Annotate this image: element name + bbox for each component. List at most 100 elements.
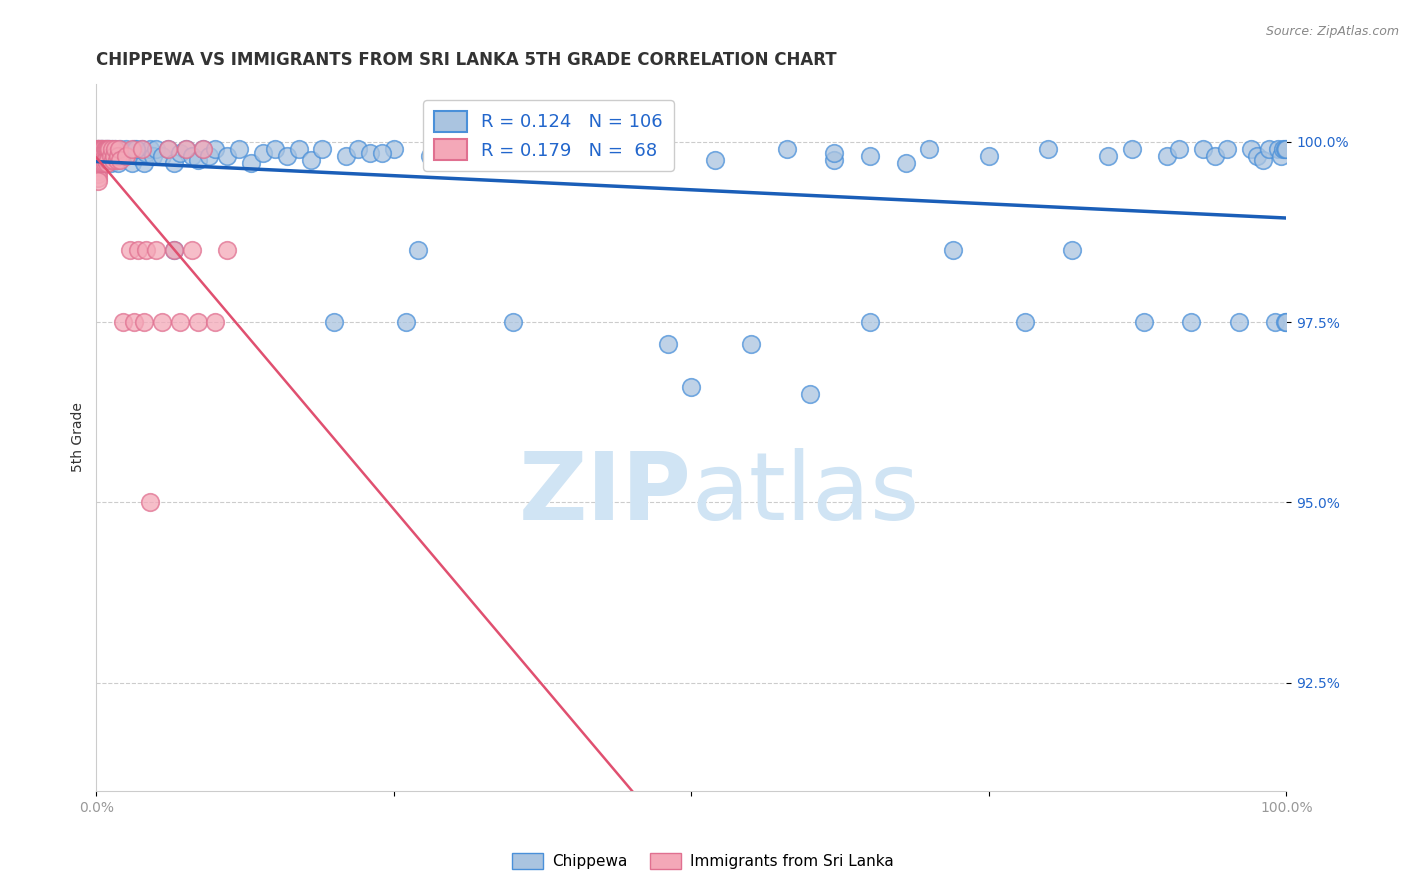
Point [561,149,583,163]
Point [98,142,121,156]
Point [86,156,108,170]
Point [323,315,346,329]
Point [86,142,108,156]
Point [89,145,111,160]
Point [823,145,845,160]
Point [228,142,250,156]
Point [86,163,108,178]
Point [174,142,197,156]
Point [139,495,162,509]
Point [139,142,162,156]
Point [1192,142,1215,156]
Point [156,142,179,156]
Point [198,149,221,163]
Point [89,156,111,170]
Point [135,243,157,257]
Point [799,387,821,401]
Point [704,153,727,167]
Point [859,149,882,163]
Point [115,142,138,156]
Point [91,149,114,163]
Point [347,142,370,156]
Point [1204,149,1226,163]
Point [101,153,124,167]
Point [1257,142,1279,156]
Point [163,243,186,257]
Point [335,149,357,163]
Point [96,142,118,156]
Point [86,153,108,167]
Point [180,243,202,257]
Point [276,149,298,163]
Point [90,142,112,156]
Point [145,142,167,156]
Point [240,156,263,170]
Point [1062,243,1084,257]
Point [87,153,110,167]
Point [217,149,239,163]
Point [502,315,524,329]
Point [299,153,322,167]
Point [1251,153,1274,167]
Point [90,142,112,156]
Point [1227,315,1250,329]
Point [97,153,120,167]
Point [657,336,679,351]
Point [91,142,114,156]
Point [180,149,202,163]
Point [156,142,179,156]
Point [94,142,117,156]
Point [91,142,114,156]
Point [108,142,131,156]
Point [103,149,125,163]
Point [94,156,117,170]
Y-axis label: 5th Grade: 5th Grade [72,402,86,473]
Point [1271,142,1294,156]
Point [382,142,405,156]
Point [287,142,309,156]
Point [977,149,1000,163]
Point [537,142,560,156]
Point [100,149,122,163]
Point [93,142,115,156]
Point [124,315,146,329]
Point [406,243,429,257]
Point [89,145,111,160]
Legend: R = 0.124   N = 106, R = 0.179   N =  68: R = 0.124 N = 106, R = 0.179 N = 68 [423,100,673,170]
Point [163,156,186,170]
Legend: Chippewa, Immigrants from Sri Lanka: Chippewa, Immigrants from Sri Lanka [506,847,900,875]
Point [93,156,115,170]
Point [132,156,155,170]
Point [311,142,333,156]
Point [86,142,108,156]
Point [1180,315,1202,329]
Point [107,156,129,170]
Point [204,142,226,156]
Point [86,170,108,185]
Point [823,153,845,167]
Text: CHIPPEWA VS IMMIGRANTS FROM SRI LANKA 5TH GRADE CORRELATION CHART: CHIPPEWA VS IMMIGRANTS FROM SRI LANKA 5T… [97,51,837,69]
Text: atlas: atlas [692,448,920,540]
Point [100,156,122,170]
Point [97,142,120,156]
Point [89,142,111,156]
Point [118,243,141,257]
Point [93,142,115,156]
Text: ZIP: ZIP [519,448,692,540]
Point [90,156,112,170]
Point [942,243,965,257]
Point [86,174,108,188]
Point [775,142,797,156]
Point [104,142,127,156]
Point [104,142,127,156]
Point [1275,315,1298,329]
Point [1240,142,1263,156]
Point [1275,142,1298,156]
Point [395,315,418,329]
Point [1132,315,1154,329]
Point [111,315,134,329]
Point [86,167,108,181]
Point [132,315,155,329]
Point [1121,142,1143,156]
Point [1274,142,1296,156]
